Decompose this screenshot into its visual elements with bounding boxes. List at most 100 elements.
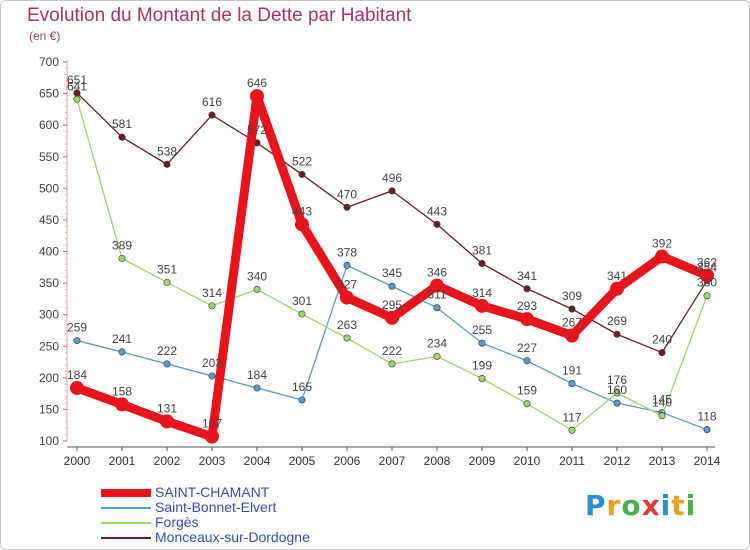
data-point-saint-bonnet-elvert — [613, 399, 621, 407]
data-label-saint-bonnet-elvert: 184 — [247, 368, 267, 382]
data-label-saint-chamant: 158 — [112, 384, 132, 398]
data-point-saint-bonnet-elvert — [163, 360, 171, 368]
data-label-forg-s: 263 — [337, 318, 357, 332]
x-tick-label: 2001 — [109, 454, 136, 468]
data-point-saint-bonnet-elvert — [73, 337, 81, 345]
data-label-saint-bonnet-elvert: 259 — [67, 321, 87, 335]
y-tick-label: 100 — [39, 434, 59, 448]
data-point-monceaux-sur-dordogne — [298, 170, 306, 178]
data-label-monceaux-sur-dordogne: 572 — [247, 123, 267, 137]
legend-label: Saint-Bonnet-Elvert — [155, 499, 277, 515]
data-label-monceaux-sur-dordogne: 581 — [112, 117, 132, 131]
data-label-monceaux-sur-dordogne: 354 — [697, 261, 717, 275]
data-label-saint-chamant: 293 — [517, 299, 537, 313]
data-point-saint-chamant — [340, 290, 354, 305]
x-tick-label: 2013 — [649, 454, 676, 468]
data-point-saint-bonnet-elvert — [253, 384, 261, 392]
data-label-monceaux-sur-dordogne: 240 — [652, 333, 672, 347]
data-label-saint-bonnet-elvert: 227 — [517, 341, 537, 355]
data-point-saint-chamant — [430, 278, 444, 293]
y-tick-label: 650 — [39, 87, 59, 101]
data-point-forg-s — [163, 278, 171, 286]
logo-letter: t — [671, 489, 686, 522]
data-point-forg-s — [703, 292, 711, 300]
y-tick-label: 200 — [39, 371, 59, 385]
y-tick-label: 450 — [39, 213, 59, 227]
data-label-forg-s: 176 — [607, 373, 627, 387]
x-tick-label: 2003 — [199, 454, 226, 468]
x-tick-label: 2014 — [694, 454, 721, 468]
data-label-saint-chamant: 392 — [652, 237, 672, 251]
legend-swatch — [101, 522, 151, 524]
data-label-forg-s: 117 — [562, 410, 581, 424]
data-point-monceaux-sur-dordogne — [343, 203, 351, 211]
chart-subtitle: (en €) — [29, 29, 61, 43]
data-label-saint-chamant: 131 — [157, 401, 177, 415]
data-label-monceaux-sur-dordogne: 443 — [427, 204, 447, 218]
data-label-forg-s: 330 — [697, 276, 717, 290]
data-point-monceaux-sur-dordogne — [478, 260, 486, 268]
data-label-forg-s: 641 — [67, 79, 87, 93]
data-label-monceaux-sur-dordogne: 381 — [472, 244, 492, 258]
data-label-saint-bonnet-elvert: 222 — [157, 344, 177, 358]
data-point-forg-s — [658, 412, 666, 420]
data-label-monceaux-sur-dordogne: 470 — [337, 187, 357, 201]
data-point-saint-chamant — [250, 89, 264, 104]
data-point-forg-s — [343, 334, 351, 342]
data-label-forg-s: 340 — [247, 269, 267, 283]
data-point-saint-chamant — [610, 281, 624, 296]
data-point-saint-chamant — [520, 312, 534, 327]
data-label-monceaux-sur-dordogne: 496 — [382, 171, 402, 185]
data-label-saint-chamant: 295 — [382, 298, 402, 312]
data-point-forg-s — [613, 389, 621, 397]
data-label-saint-chamant: 346 — [427, 266, 447, 280]
data-point-saint-chamant — [70, 380, 84, 395]
data-point-forg-s — [433, 352, 441, 360]
data-label-saint-bonnet-elvert: 118 — [697, 410, 716, 424]
x-tick-label: 2007 — [379, 454, 406, 468]
data-point-monceaux-sur-dordogne — [613, 330, 621, 338]
data-label-saint-chamant: 314 — [472, 286, 492, 300]
x-tick-label: 2005 — [289, 454, 316, 468]
logo-letter: x — [641, 489, 661, 522]
logo-letter: r — [606, 489, 622, 522]
legend-swatch — [101, 507, 151, 509]
legend-swatch — [101, 489, 151, 497]
data-label-forg-s: 314 — [202, 286, 222, 300]
data-point-saint-chamant — [295, 217, 309, 232]
y-tick-label: 700 — [39, 55, 59, 69]
data-label-forg-s: 301 — [292, 294, 312, 308]
data-point-forg-s — [73, 95, 81, 103]
data-label-forg-s: 389 — [112, 238, 132, 252]
y-tick-label: 250 — [39, 339, 59, 353]
x-tick-label: 2011 — [559, 454, 585, 468]
y-tick-label: 300 — [39, 308, 59, 322]
data-label-saint-bonnet-elvert: 255 — [472, 323, 492, 337]
data-point-monceaux-sur-dordogne — [388, 187, 396, 195]
data-point-saint-bonnet-elvert — [433, 304, 441, 312]
y-tick-label: 500 — [39, 181, 59, 195]
data-label-saint-chamant: 107 — [202, 417, 222, 431]
x-tick-label: 2006 — [334, 454, 361, 468]
data-point-forg-s — [253, 285, 261, 293]
data-label-saint-bonnet-elvert: 378 — [337, 245, 357, 259]
data-point-monceaux-sur-dordogne — [433, 220, 441, 228]
data-point-saint-chamant — [475, 298, 489, 313]
data-point-saint-bonnet-elvert — [298, 396, 306, 404]
data-point-forg-s — [388, 360, 396, 368]
data-point-forg-s — [523, 400, 531, 408]
data-label-saint-chamant: 443 — [292, 204, 312, 218]
data-label-saint-bonnet-elvert: 160 — [607, 383, 627, 397]
data-label-forg-s: 159 — [517, 384, 537, 398]
data-point-saint-bonnet-elvert — [523, 357, 531, 365]
data-point-saint-chamant — [205, 429, 219, 444]
y-tick-label: 600 — [39, 118, 59, 132]
proxiti-logo: Proxiti — [585, 489, 696, 522]
data-label-saint-chamant: 341 — [607, 269, 627, 283]
data-point-monceaux-sur-dordogne — [658, 349, 666, 357]
data-label-forg-s: 199 — [472, 358, 492, 372]
legend-label: Forgès — [155, 514, 199, 530]
data-point-saint-bonnet-elvert — [703, 426, 711, 434]
x-tick-label: 2012 — [604, 454, 631, 468]
